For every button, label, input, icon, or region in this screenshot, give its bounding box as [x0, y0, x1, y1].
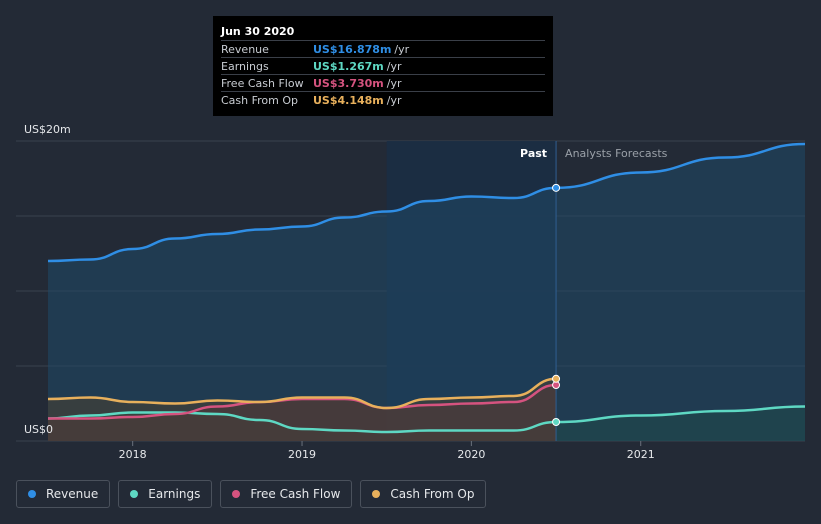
line-earnings-forecast	[556, 405, 806, 424]
forecast-label: Analysts Forecasts	[565, 147, 668, 160]
tooltip-label: Cash From Op	[221, 94, 299, 107]
x-tick-label: 2021	[627, 448, 655, 461]
y-axis-min-label: US$0	[24, 423, 53, 436]
tooltip-unit: /yr	[386, 94, 402, 107]
legend-dot-icon	[232, 490, 241, 498]
x-axis-ticks: 2018 2019 2020 2021	[119, 441, 655, 461]
legend-label: Revenue	[46, 487, 99, 501]
marker-cfo	[552, 374, 561, 383]
legend: Revenue Earnings Free Cash Flow Cash Fro…	[16, 480, 487, 508]
line-cfo-past	[47, 377, 557, 410]
tooltip: Jun 30 2020 Revenue US$16.878m /yr Earni…	[213, 16, 553, 116]
legend-label: Cash From Op	[390, 487, 475, 501]
legend-label: Earnings	[148, 487, 201, 501]
marker-revenue	[552, 183, 561, 192]
legend-item-free-cash-flow[interactable]: Free Cash Flow	[220, 480, 353, 508]
tooltip-row-free-cash-flow: Free Cash Flow US$3.730m /yr	[221, 74, 545, 91]
tooltip-unit: /yr	[386, 60, 402, 73]
series-lines	[47, 142, 806, 434]
legend-dot-icon	[372, 490, 381, 498]
legend-dot-icon	[130, 490, 139, 498]
tooltip-row-earnings: Earnings US$1.267m /yr	[221, 57, 545, 74]
x-tick-label: 2019	[288, 448, 316, 461]
x-tick-label: 2020	[457, 448, 485, 461]
y-axis-max-label: US$20m	[24, 123, 71, 136]
legend-label: Free Cash Flow	[250, 487, 341, 501]
tooltip-row-cash-from-op: Cash From Op US$4.148m /yr	[221, 91, 545, 108]
line-fcf-past	[48, 383, 557, 420]
tooltip-value: US$3.730m	[313, 77, 384, 90]
legend-dot-icon	[28, 490, 36, 498]
tooltip-label: Revenue	[221, 43, 269, 56]
legend-item-earnings[interactable]: Earnings	[118, 480, 213, 508]
tooltip-unit: /yr	[386, 77, 402, 90]
line-revenue-past	[47, 186, 557, 263]
area-revenue	[48, 144, 805, 441]
tooltip-value: US$4.148m	[313, 94, 384, 107]
past-label: Past	[520, 147, 547, 160]
tooltip-date: Jun 30 2020	[221, 25, 295, 38]
tooltip-label: Free Cash Flow	[221, 77, 304, 90]
marker-earnings	[552, 417, 561, 426]
x-tick-label: 2018	[119, 448, 147, 461]
line-revenue-forecast	[556, 142, 806, 190]
line-earnings-past	[47, 411, 557, 434]
area-cfo	[48, 378, 557, 441]
legend-item-revenue[interactable]: Revenue	[16, 480, 111, 508]
tooltip-row-revenue: Revenue US$16.878m /yr	[221, 40, 545, 57]
legend-item-cash-from-op[interactable]: Cash From Op	[360, 480, 487, 508]
series-areas	[48, 144, 805, 441]
series-markers	[552, 183, 561, 426]
tooltip-value: US$16.878m	[313, 43, 392, 56]
tooltip-label: Earnings	[221, 60, 269, 73]
tooltip-unit: /yr	[394, 43, 410, 56]
tooltip-value: US$1.267m	[313, 60, 384, 73]
